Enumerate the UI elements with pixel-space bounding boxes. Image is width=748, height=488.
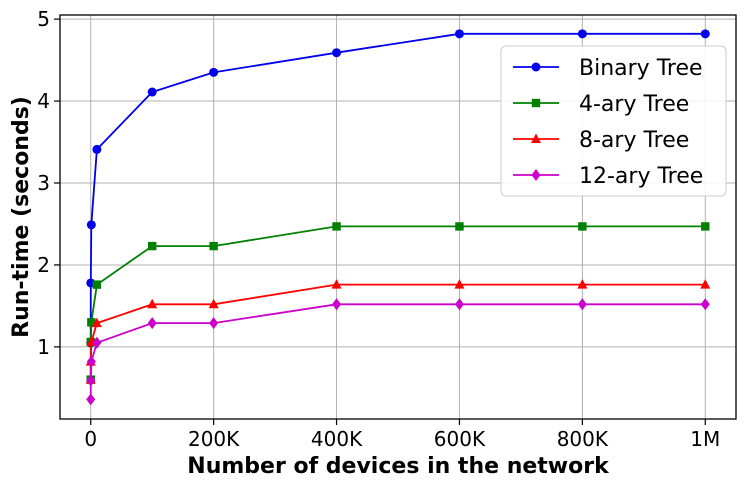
- data-point-4-ary-tree: [92, 280, 102, 289]
- data-point-4-ary-tree: [455, 222, 464, 231]
- data-point-12-ary-tree: [86, 374, 96, 387]
- legend-box: [500, 45, 727, 197]
- x-tick-label: 400K: [311, 427, 363, 451]
- data-point-4-ary-tree: [578, 222, 587, 231]
- data-point-12-ary-tree: [147, 317, 157, 330]
- x-tick-label: 600K: [434, 427, 486, 451]
- data-point-binary-tree: [86, 220, 96, 230]
- x-tick-label: 1M: [690, 427, 720, 451]
- legend-marker-12-ary-tree: [531, 169, 541, 181]
- data-point-8-ary-tree: [208, 298, 219, 309]
- data-point-8-ary-tree: [331, 279, 342, 289]
- legend-marker-8-ary-tree: [531, 133, 541, 143]
- legend-item-binary-tree: Binary Tree: [513, 56, 703, 81]
- y-tick-label: 4: [37, 89, 50, 113]
- data-point-4-ary-tree: [332, 222, 341, 231]
- data-point-binary-tree: [454, 29, 464, 39]
- x-tick-label: 0: [84, 427, 97, 451]
- legend-label-8-ary-tree: 8-ary Tree: [579, 128, 689, 153]
- y-tick-label: 1: [37, 335, 50, 359]
- legend-item-4-ary-tree: 4-ary Tree: [513, 92, 689, 117]
- y-tick-label: 3: [37, 171, 50, 195]
- y-tick-label: 5: [37, 7, 50, 31]
- series-line-binary-tree: [89, 32, 706, 343]
- data-point-12-ary-tree: [86, 393, 96, 406]
- data-point-4-ary-tree: [147, 241, 157, 251]
- data-point-12-ary-tree: [577, 298, 587, 311]
- data-point-8-ary-tree: [91, 317, 102, 328]
- data-point-binary-tree: [92, 144, 102, 154]
- data-point-4-ary-tree: [87, 318, 96, 327]
- legend-item-8-ary-tree: 8-ary Tree: [513, 128, 689, 153]
- data-point-12-ary-tree: [454, 298, 464, 311]
- legend-marker-4-ary-tree: [531, 98, 541, 108]
- x-axis-label: Number of devices in the network: [187, 454, 610, 479]
- data-point-12-ary-tree: [92, 336, 102, 349]
- data-point-binary-tree: [577, 29, 587, 39]
- data-point-12-ary-tree: [332, 298, 342, 311]
- x-tick-label: 800K: [557, 427, 609, 451]
- axis-ticks: 0 200K 400K 600K 800K 1M 1 2 3 4 5: [37, 7, 720, 451]
- data-point-12-ary-tree: [700, 298, 710, 311]
- data-point-binary-tree: [332, 48, 342, 58]
- legend-label-binary-tree: Binary Tree: [579, 56, 703, 81]
- series-4-ary-tree: [86, 222, 710, 384]
- series-layer: [85, 29, 711, 406]
- data-point-binary-tree: [209, 67, 219, 77]
- data-point-8-ary-tree: [577, 279, 588, 289]
- data-point-4-ary-tree: [701, 222, 710, 231]
- series-line-12-ary-tree: [89, 303, 706, 400]
- data-point-12-ary-tree: [86, 355, 96, 368]
- x-tick-label: 200K: [188, 427, 240, 451]
- data-point-binary-tree: [700, 29, 710, 39]
- legend-label-4-ary-tree: 4-ary Tree: [579, 92, 689, 117]
- y-axis-label: Run-time (seconds): [9, 96, 34, 338]
- data-point-4-ary-tree: [209, 241, 218, 251]
- series-12-ary-tree: [86, 298, 710, 406]
- series-line-8-ary-tree: [89, 283, 706, 380]
- data-point-8-ary-tree: [147, 298, 158, 309]
- data-point-binary-tree: [147, 87, 157, 97]
- legend-marker-binary-tree: [531, 62, 541, 72]
- series-8-ary-tree: [85, 279, 711, 384]
- legend-item-12-ary-tree: 12-ary Tree: [513, 164, 703, 189]
- plot-frame: [59, 14, 737, 420]
- series-line-4-ary-tree: [89, 225, 706, 380]
- data-point-8-ary-tree: [700, 279, 711, 289]
- data-point-12-ary-tree: [209, 317, 219, 330]
- y-tick-label: 2: [37, 253, 50, 277]
- legend-label-12-ary-tree: 12-ary Tree: [579, 164, 703, 189]
- legend: Binary Tree 4-ary Tree 8-ary Tree 12-ary Tr…: [500, 45, 727, 197]
- data-point-8-ary-tree: [454, 279, 465, 289]
